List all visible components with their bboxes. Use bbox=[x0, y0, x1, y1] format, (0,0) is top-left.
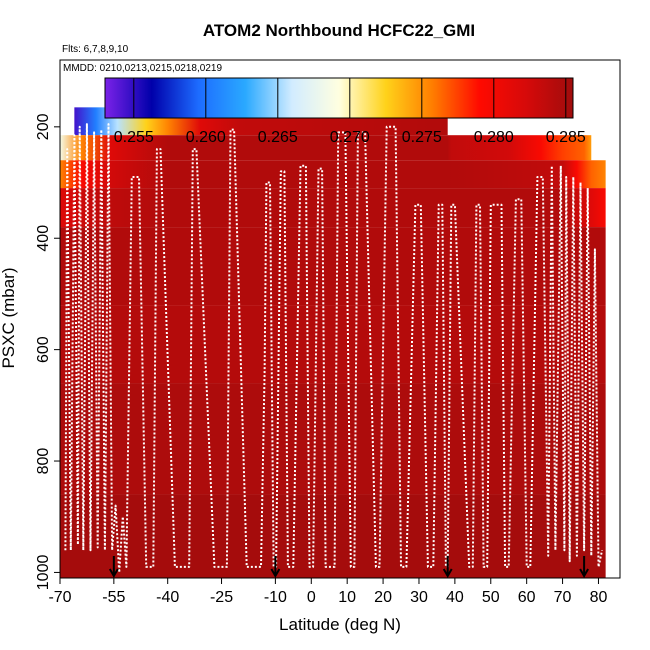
x-tick-label: -40 bbox=[156, 589, 179, 606]
colorbar-tick-label: 0.255 bbox=[114, 129, 154, 146]
x-axis-label: Latitude (deg N) bbox=[279, 615, 401, 634]
flight-track bbox=[64, 123, 604, 574]
y-tick-label: 600 bbox=[35, 336, 52, 363]
colorbar-tick-label: 0.285 bbox=[546, 129, 586, 146]
colorbar-ticks: 0.255 0.260 0.265 0.270 0.275 0.280 0.285 bbox=[114, 78, 586, 146]
heatmap-panel bbox=[60, 227, 606, 306]
x-tick-label: 20 bbox=[374, 589, 392, 606]
y-tick-label: 200 bbox=[35, 113, 52, 140]
heatmap-panel bbox=[60, 494, 606, 578]
x-tick-label: 80 bbox=[590, 589, 608, 606]
x-tick-label: 30 bbox=[410, 589, 428, 606]
x-tick-label: 70 bbox=[554, 589, 572, 606]
heatmap-panel bbox=[60, 383, 606, 495]
colorbar-tick-label: 0.265 bbox=[258, 129, 298, 146]
x-tick-label: 60 bbox=[518, 589, 536, 606]
x-tick-label: 0 bbox=[307, 589, 316, 606]
colorbar-tick-label: 0.270 bbox=[330, 129, 370, 146]
mmdd-annotation: MMDD: 0210,0213,0215,0218,0219 bbox=[63, 63, 222, 74]
heatmap-panel bbox=[60, 305, 606, 384]
colorbar: 0.255 0.260 0.265 0.270 0.275 0.280 0.285 bbox=[104, 77, 586, 146]
x-tick-label: 50 bbox=[482, 589, 500, 606]
x-tick-label: -25 bbox=[210, 589, 233, 606]
plot-frame bbox=[59, 59, 621, 579]
arrow-marker-head bbox=[270, 568, 281, 579]
y-tick-label: 800 bbox=[35, 448, 52, 475]
x-tick-label: -55 bbox=[102, 589, 125, 606]
arrow-marker-head bbox=[442, 568, 453, 579]
heatmap-panel bbox=[60, 160, 606, 189]
x-tick-label: 10 bbox=[338, 589, 356, 606]
colorbar-tick-label: 0.280 bbox=[474, 129, 514, 146]
flight-track-line bbox=[64, 123, 604, 574]
x-tick-label: -70 bbox=[48, 589, 71, 606]
x-axis: -70 -55 -40 -25 -10 0 10 20 30 40 50 60 70 80 bbox=[48, 578, 607, 606]
y-tick-label: 1000 bbox=[35, 555, 52, 591]
arrow-marker-head bbox=[108, 568, 119, 579]
colorbar-tick-label: 0.260 bbox=[186, 129, 226, 146]
colorbar-bar bbox=[104, 77, 574, 119]
y-tick-label: 400 bbox=[35, 225, 52, 252]
chart-title: ATOM2 Northbound HCFC22_GMI bbox=[203, 21, 475, 40]
y-axis-label: PSXC (mbar) bbox=[0, 267, 18, 368]
y-axis: 200 400 600 800 1000 bbox=[35, 113, 60, 590]
x-tick-label: -10 bbox=[264, 589, 287, 606]
heatmap-panel bbox=[60, 188, 606, 228]
arrow-markers bbox=[108, 556, 589, 579]
colorbar-tick-label: 0.275 bbox=[402, 129, 442, 146]
arrow-marker-head bbox=[579, 568, 589, 579]
heatmap-panel bbox=[60, 135, 592, 161]
heatmap-panels bbox=[60, 107, 606, 578]
chart-subtitle: Flts: 6,7,8,9,10 bbox=[62, 44, 129, 55]
x-tick-label: 40 bbox=[446, 589, 464, 606]
